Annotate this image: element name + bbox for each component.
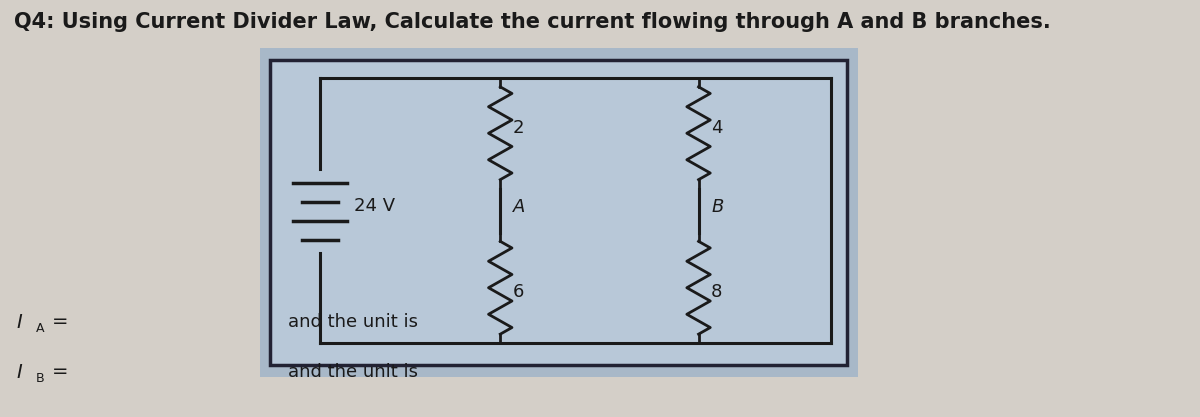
Text: =: = [53, 362, 68, 382]
Text: 4: 4 [712, 119, 722, 137]
Text: and the unit is: and the unit is [288, 363, 419, 381]
Text: B: B [36, 372, 44, 385]
Text: 2: 2 [512, 119, 524, 137]
FancyBboxPatch shape [259, 48, 858, 377]
Text: Q4: Using Current Divider Law, Calculate the current flowing through A and B bra: Q4: Using Current Divider Law, Calculate… [13, 12, 1050, 32]
Text: I: I [17, 362, 22, 382]
Text: and the unit is: and the unit is [288, 313, 419, 331]
Text: 8: 8 [712, 283, 722, 301]
Text: B: B [712, 198, 724, 216]
Text: =: = [53, 312, 68, 332]
Text: 24 V: 24 V [354, 196, 395, 214]
Text: I: I [17, 312, 22, 332]
Text: A: A [512, 198, 526, 216]
FancyBboxPatch shape [270, 60, 847, 365]
Text: A: A [36, 322, 44, 336]
Text: 6: 6 [512, 283, 524, 301]
